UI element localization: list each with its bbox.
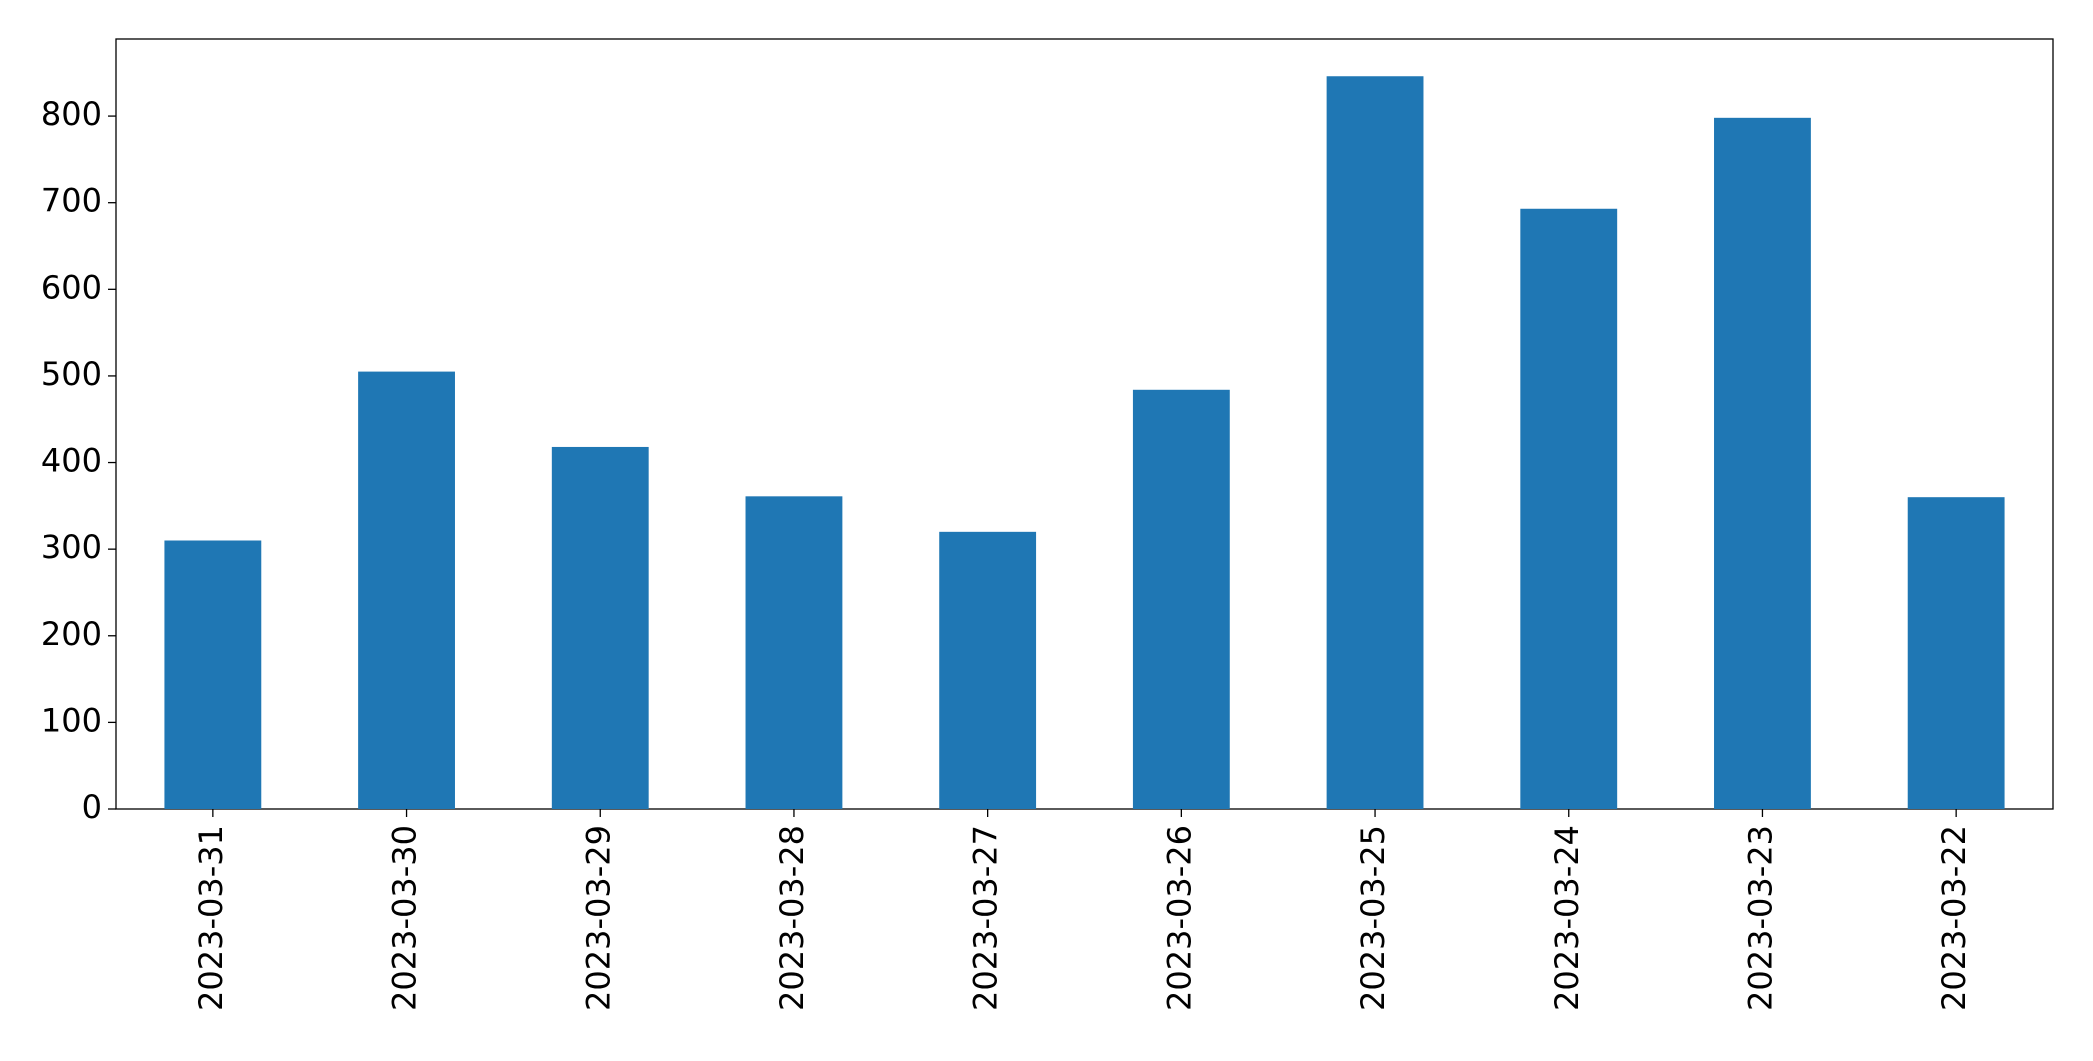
bar (1132, 389, 1230, 809)
bar (1326, 76, 1424, 810)
x-tick-label: 2023-03-26 (1160, 825, 1198, 1011)
x-tick-label: 2023-03-23 (1741, 825, 1779, 1011)
bar (551, 446, 649, 809)
x-tick-label: 2023-03-30 (386, 825, 424, 1011)
bar (939, 531, 1037, 809)
x-tick-label: 2023-03-25 (1354, 825, 1392, 1011)
bar (1714, 117, 1811, 809)
x-tick-label: 2023-03-22 (1935, 825, 1973, 1011)
bar (1907, 497, 2005, 809)
bar (358, 371, 455, 809)
x-tick-label: 2023-03-28 (773, 825, 811, 1011)
x-tick-label: 2023-03-31 (192, 825, 230, 1011)
bar (1520, 208, 1618, 809)
y-tick-label: 800 (41, 95, 102, 133)
x-tick-label: 2023-03-29 (579, 825, 617, 1011)
x-tick-label: 2023-03-24 (1548, 825, 1586, 1011)
y-tick-label: 0 (82, 788, 102, 826)
y-tick-label: 600 (41, 268, 102, 306)
y-tick-label: 500 (41, 355, 102, 393)
bar (164, 540, 262, 809)
y-tick-label: 300 (41, 528, 102, 566)
y-tick-label: 700 (41, 182, 102, 220)
y-tick-label: 200 (41, 615, 102, 653)
y-tick-label: 100 (41, 701, 102, 739)
plot-frame (115, 38, 2054, 810)
y-tick-label: 400 (41, 442, 102, 480)
x-tick-label: 2023-03-27 (967, 825, 1005, 1011)
bar (745, 496, 843, 809)
